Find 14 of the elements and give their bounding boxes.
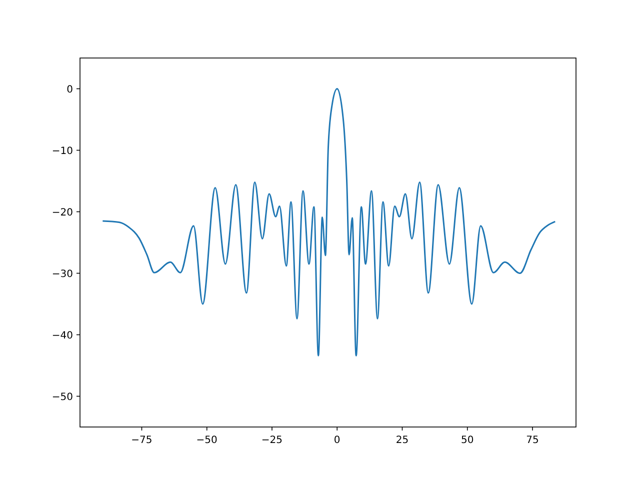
x-tick-label: −75 [131, 435, 152, 446]
x-tick-label: −50 [196, 435, 218, 446]
y-tick-label: −50 [52, 392, 73, 403]
y-tick-label: −10 [52, 146, 73, 157]
y-tick-label: −40 [52, 330, 73, 342]
x-tick-label: −25 [261, 435, 283, 446]
line-series [102, 88, 556, 356]
x-tick-label: 75 [526, 435, 539, 446]
y-tick-label: −20 [52, 207, 73, 218]
x-tick-label: 0 [334, 435, 340, 446]
y-tick-label: −30 [52, 268, 73, 280]
x-tick-label: 50 [461, 435, 474, 446]
x-tick-label: 25 [396, 435, 409, 446]
y-tick-label: 0 [66, 84, 73, 96]
